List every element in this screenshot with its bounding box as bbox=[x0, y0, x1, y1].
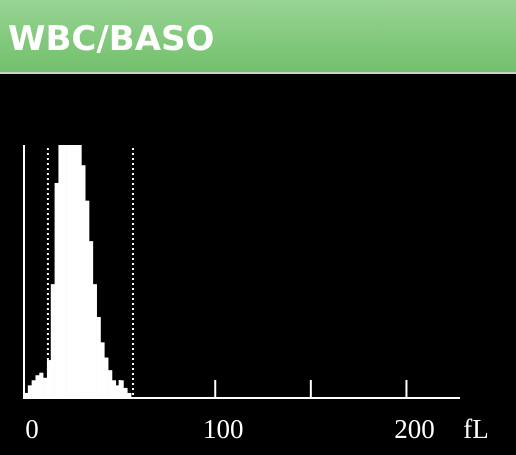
histogram-bar bbox=[43, 377, 48, 398]
histogram-bar bbox=[69, 145, 75, 398]
histogram-bar bbox=[77, 145, 82, 398]
histogram-bar bbox=[66, 145, 71, 398]
x-tick-label: 200 bbox=[394, 414, 435, 444]
histogram-bar bbox=[100, 342, 105, 398]
histogram-bar bbox=[62, 145, 67, 398]
histogram-bar bbox=[123, 387, 128, 398]
histogram-bar bbox=[73, 145, 78, 398]
histogram-bar bbox=[127, 392, 132, 398]
histogram-bar bbox=[50, 284, 55, 398]
histogram-bar bbox=[89, 241, 94, 398]
histogram-bar bbox=[46, 360, 52, 398]
histogram-bar bbox=[96, 317, 101, 398]
histogram-bar bbox=[24, 392, 29, 398]
histogram-bar bbox=[115, 385, 120, 398]
histogram-bar bbox=[81, 165, 86, 398]
histogram-bar bbox=[31, 380, 36, 398]
x-tick-label: 0 bbox=[25, 414, 39, 444]
histogram-bar bbox=[104, 357, 109, 398]
chart-title: WBC/BASO bbox=[8, 19, 214, 59]
histogram-bar bbox=[39, 372, 44, 398]
histogram-bar bbox=[85, 200, 90, 398]
histogram-bar bbox=[27, 385, 32, 398]
histogram-bar bbox=[35, 375, 40, 398]
x-tick-label: 100 bbox=[203, 414, 244, 444]
histogram-bar bbox=[119, 380, 124, 398]
histogram-bar bbox=[54, 182, 59, 398]
histogram-bar bbox=[92, 284, 97, 398]
histogram-bar bbox=[58, 145, 63, 398]
header-bar bbox=[0, 0, 516, 72]
histogram-bar bbox=[111, 380, 117, 398]
header-separator bbox=[0, 72, 516, 74]
histogram-bar bbox=[108, 370, 113, 398]
x-axis-label: fL bbox=[463, 414, 488, 444]
